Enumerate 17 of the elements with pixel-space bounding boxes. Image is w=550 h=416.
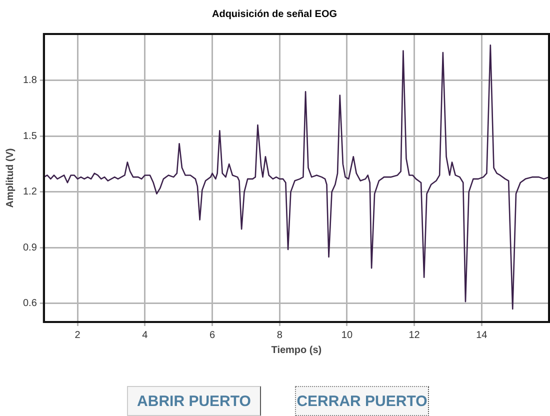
y-tick-label: 1.2 [22,186,38,198]
chart-title: Adquisición de señal EOG [212,8,338,20]
y-tick-label: 1.5 [22,130,38,142]
x-tick-label: 2 [74,330,81,341]
x-tick-label: 6 [209,330,216,341]
x-tick-label: 4 [142,330,148,341]
y-tick-label: 0.6 [22,298,38,310]
x-axis-title: Tiempo (s) [271,344,322,356]
y-tick-label: 0.9 [22,242,38,254]
button: ABRIR PUERTO [127,386,261,416]
y-tick-label: 1.8 [22,75,38,86]
x-tick-label: 8 [276,330,283,341]
x-tick-label: 14 [476,330,488,341]
button: CERRAR PUERTO [295,386,429,416]
x-tick-label: 10 [341,330,353,341]
y-axis-title: Amplitud (V) [4,148,16,208]
x-tick-label: 12 [408,330,420,341]
